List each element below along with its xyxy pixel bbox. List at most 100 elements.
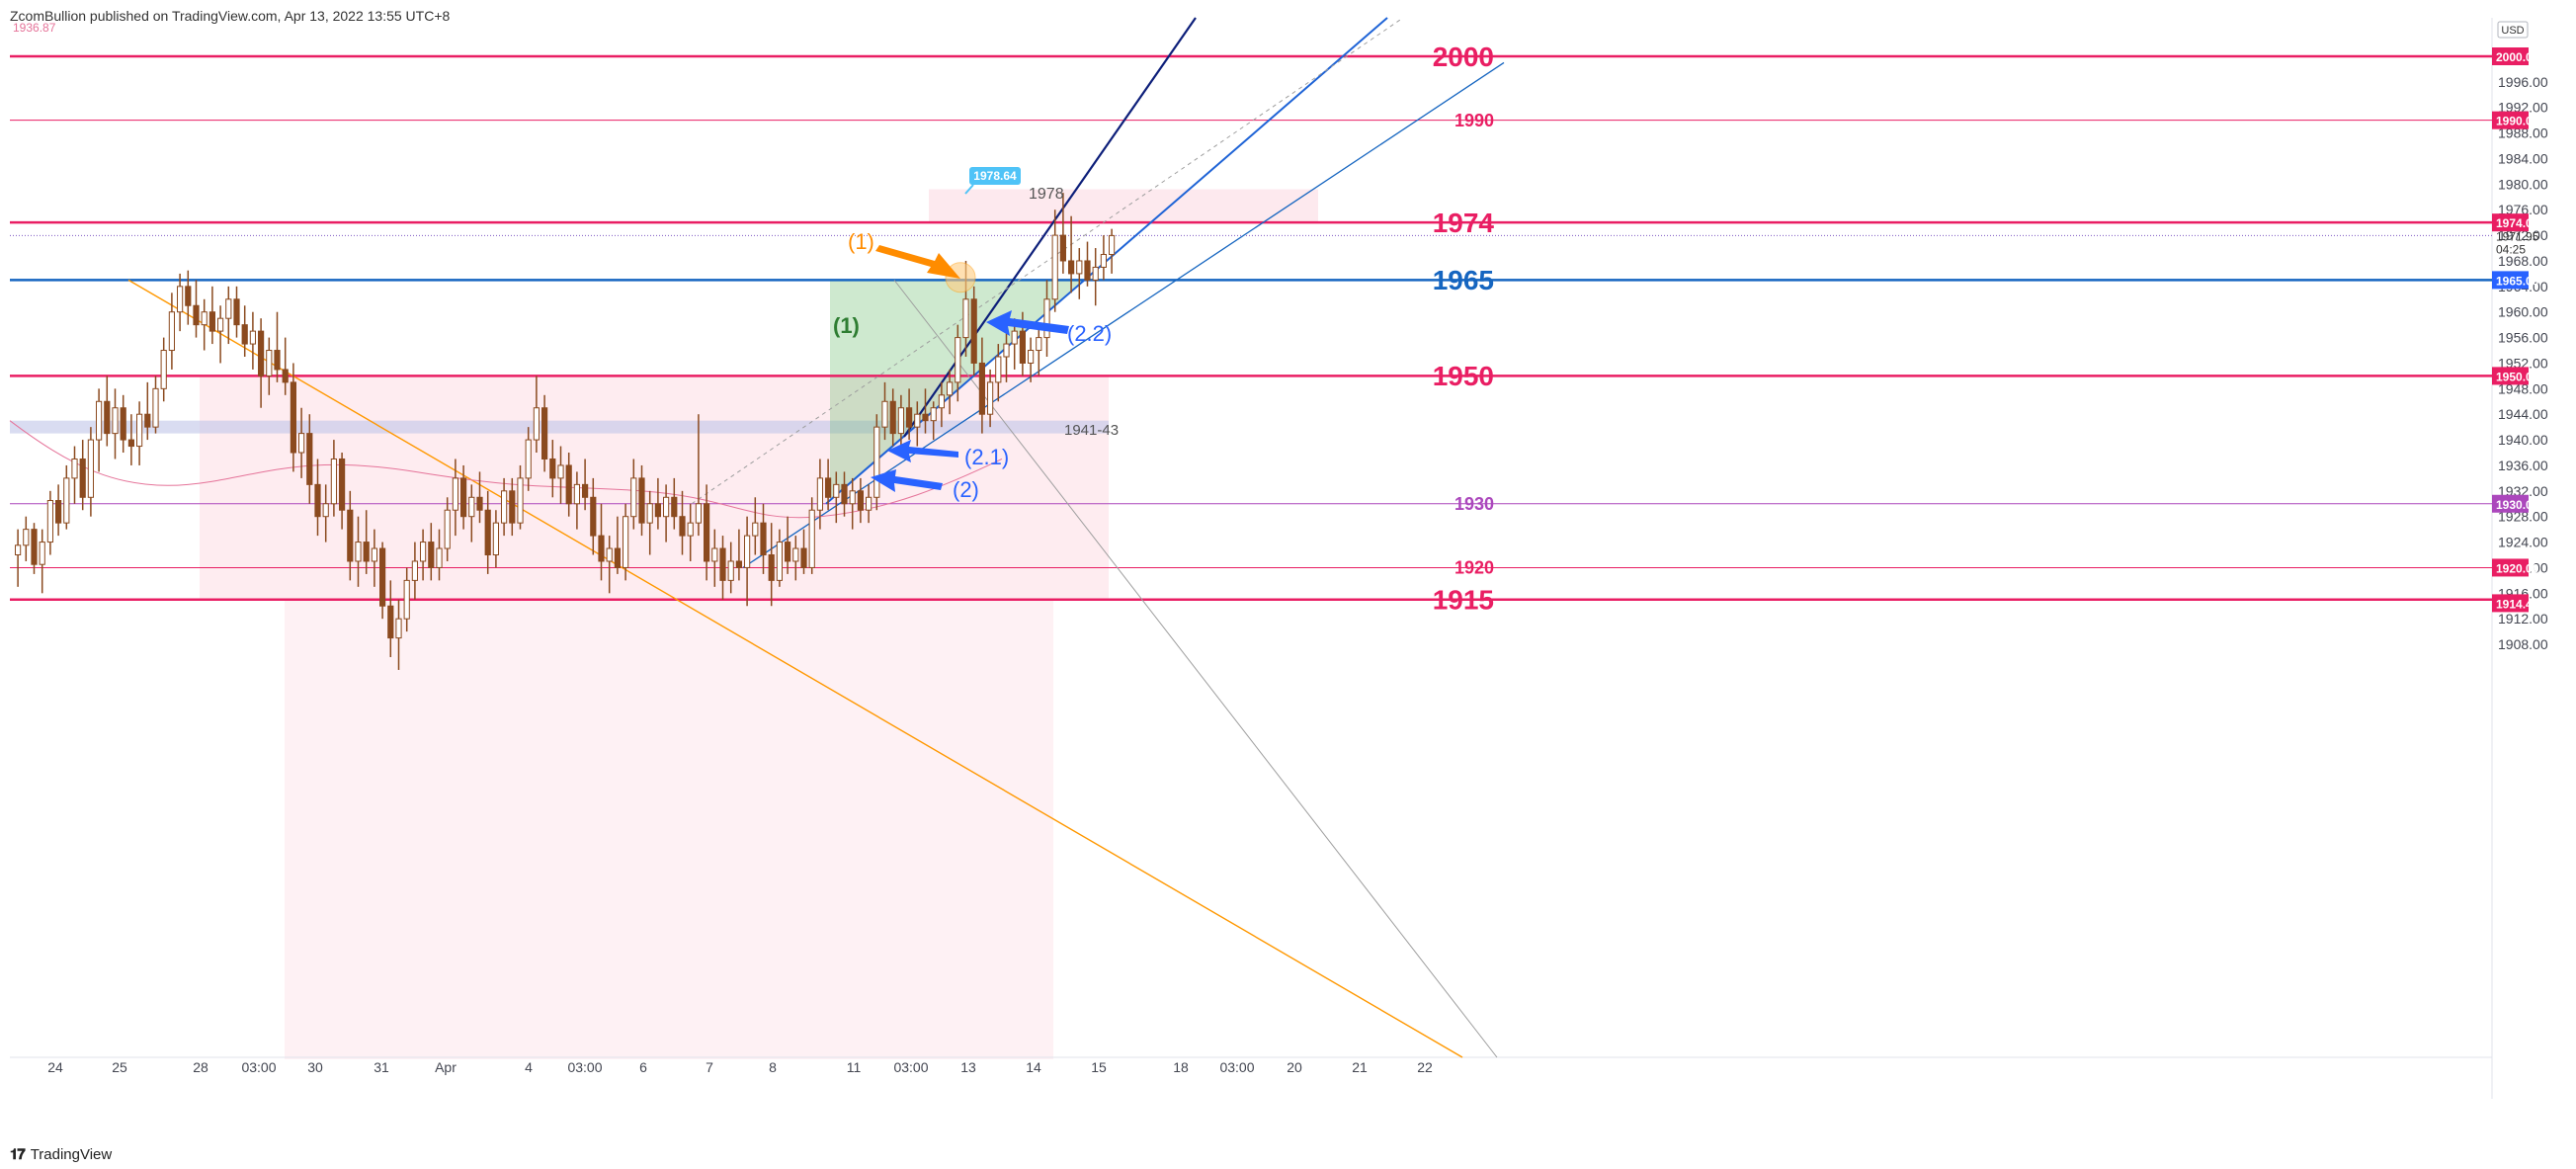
candle	[711, 529, 718, 587]
candle	[460, 464, 467, 530]
level-label-1965: 1965	[1433, 265, 1494, 295]
candle-body	[355, 542, 362, 562]
candle-body	[776, 542, 783, 581]
trendline-orange	[127, 279, 1463, 1058]
annotation-2-2: (2.2)	[1067, 321, 1112, 346]
candle	[217, 305, 224, 364]
candle-body	[995, 356, 1002, 383]
time-tick-label: 15	[1091, 1059, 1107, 1075]
candle-body	[671, 496, 678, 518]
candle	[55, 484, 62, 537]
candle	[339, 453, 346, 530]
blue-arrow-2-2-icon	[986, 310, 1069, 336]
candle	[347, 490, 354, 581]
currency-button[interactable]	[2497, 21, 2529, 39]
candle	[970, 286, 977, 376]
candle-body	[752, 522, 759, 537]
candle	[1100, 235, 1108, 281]
candle-body	[233, 298, 240, 326]
candle	[857, 477, 864, 524]
trendline-dashed	[691, 17, 1404, 505]
candle-body	[112, 407, 119, 435]
candle	[1076, 248, 1083, 299]
price-tick-label: 1944.00	[2498, 406, 2548, 422]
price-label-text: 1965.00	[2496, 274, 2539, 288]
candle	[873, 414, 880, 511]
candle-body	[63, 477, 70, 524]
candle	[208, 286, 216, 345]
candle-body	[704, 503, 710, 562]
candle	[727, 542, 734, 594]
candle-body	[403, 579, 410, 620]
candle-body	[833, 483, 840, 498]
price-label-text: 1990.00	[2496, 115, 2539, 128]
candle	[679, 490, 686, 555]
candle-body	[970, 298, 977, 364]
candle-body	[792, 547, 799, 562]
time-tick-label: 4	[525, 1059, 533, 1075]
candle-body	[623, 516, 629, 568]
time-tick-label: Apr	[435, 1059, 457, 1075]
candle-body	[217, 317, 224, 332]
candle	[484, 490, 491, 574]
candle	[39, 529, 45, 594]
candle	[290, 363, 296, 472]
candle-body	[476, 496, 483, 511]
range-zone-lower	[200, 376, 1109, 600]
candle-body	[549, 458, 556, 479]
candle-body	[339, 458, 346, 511]
candle	[420, 529, 427, 581]
candle-body	[1059, 234, 1067, 262]
range-zone-1978	[929, 189, 1318, 223]
candle-body	[590, 496, 597, 537]
candle	[906, 388, 913, 441]
candle	[606, 536, 613, 594]
candle-body	[452, 477, 458, 511]
price-label-box	[2492, 271, 2529, 290]
candle-body	[525, 439, 532, 479]
currency-button-label[interactable]: USD	[2501, 25, 2524, 37]
price-label-box	[2492, 111, 2529, 129]
candle	[517, 464, 524, 530]
candle	[573, 471, 580, 530]
candle	[808, 497, 815, 574]
candles-layer	[15, 193, 1116, 670]
candle	[314, 459, 321, 537]
candle-body	[274, 350, 281, 371]
candle-body	[298, 433, 305, 454]
candle	[1003, 331, 1010, 382]
candle	[768, 523, 775, 607]
candle	[590, 477, 597, 555]
candle-body	[1019, 330, 1027, 364]
candle-body	[533, 407, 540, 441]
candle	[355, 516, 362, 587]
time-tick-label: 7	[706, 1059, 713, 1075]
candle-body	[160, 350, 167, 389]
candle	[735, 529, 742, 581]
candle	[549, 440, 556, 498]
price-tick-label: 1912.00	[2498, 611, 2548, 626]
price-label-text: 1974.00	[2496, 216, 2539, 230]
candle-body	[371, 547, 377, 562]
candle	[881, 381, 888, 441]
candle-body	[330, 458, 337, 505]
level-label-1974: 1974	[1433, 208, 1495, 238]
range-zone-bottom	[285, 599, 1053, 1059]
candle	[233, 286, 240, 338]
candle	[452, 459, 458, 537]
candle-body	[881, 400, 888, 428]
candle	[614, 516, 621, 574]
candle-body	[744, 535, 751, 568]
candle	[565, 453, 572, 517]
candle	[330, 440, 337, 517]
candle-body	[1011, 330, 1018, 345]
candle	[760, 503, 767, 574]
candle-body	[55, 500, 62, 524]
candle	[71, 446, 78, 504]
orange-arrow-icon	[875, 245, 960, 279]
footer-brand[interactable]: 𝟏𝟕 TradingView	[10, 1146, 112, 1163]
time-tick-label: 24	[47, 1059, 63, 1075]
level-label-2000: 2000	[1433, 42, 1494, 72]
candle-body	[557, 464, 564, 479]
